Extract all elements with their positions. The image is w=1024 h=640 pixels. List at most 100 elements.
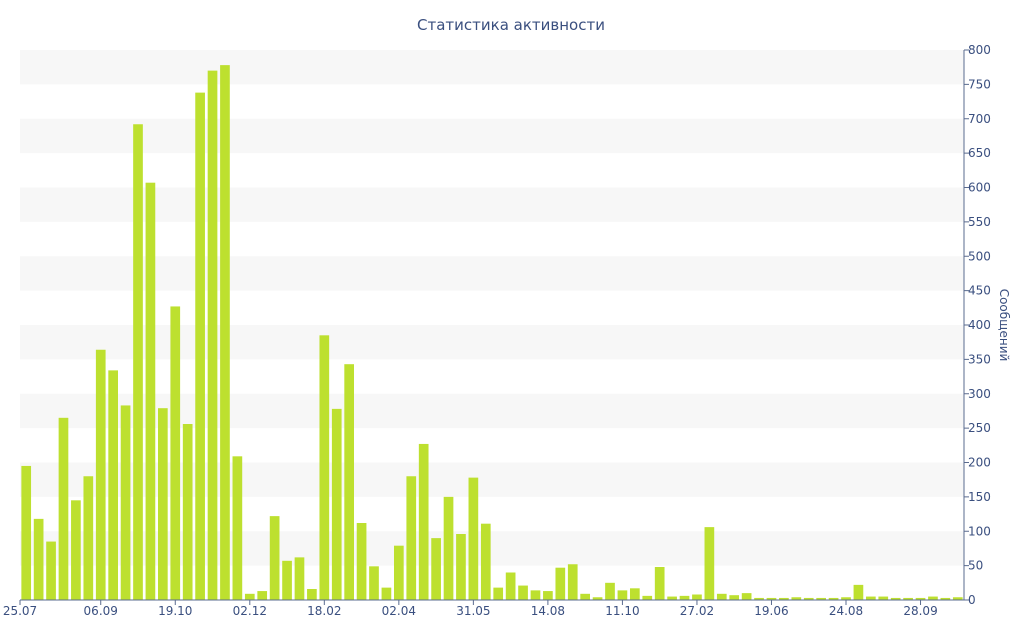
bar: [157, 408, 168, 600]
bar: [890, 597, 901, 600]
bar: [692, 594, 702, 600]
bar: [294, 557, 305, 600]
bar: [505, 572, 516, 600]
grid-band: [20, 187, 964, 222]
bar: [95, 349, 106, 600]
bar: [257, 591, 268, 600]
bar: [940, 597, 951, 600]
y-tick-label: 800: [968, 43, 991, 57]
bar: [170, 306, 181, 600]
x-tick-label: 18.02: [307, 604, 341, 618]
bar: [220, 65, 230, 600]
bar: [605, 582, 615, 600]
x-tick-label: 02.04: [382, 604, 416, 618]
bar: [431, 538, 441, 600]
bar: [331, 408, 342, 600]
y-tick-label: 150: [968, 490, 991, 504]
bar: [120, 405, 131, 600]
bar: [667, 596, 677, 600]
y-tick-label: 500: [968, 249, 991, 263]
bar: [344, 364, 355, 600]
bar: [841, 597, 851, 600]
bar: [679, 595, 690, 600]
y-tick-label: 450: [968, 284, 991, 298]
bar: [269, 516, 280, 600]
bar: [928, 596, 938, 600]
bar: [493, 587, 504, 600]
y-tick-label: 300: [968, 387, 991, 401]
bar: [381, 587, 392, 600]
y-tick-label: 50: [968, 559, 983, 573]
bar: [915, 597, 926, 600]
bar: [244, 593, 255, 600]
bar: [741, 593, 752, 600]
bar: [182, 424, 193, 600]
bar: [555, 567, 566, 600]
y-tick-label: 100: [968, 524, 991, 538]
grid-band: [20, 50, 964, 85]
y-tick-label: 750: [968, 77, 991, 91]
bar: [21, 465, 32, 600]
bar: [903, 597, 913, 600]
y-tick-label: 200: [968, 456, 991, 470]
x-tick-label: 27.02: [680, 604, 714, 618]
bar: [617, 590, 628, 600]
bar: [195, 92, 205, 600]
bar: [406, 476, 417, 600]
bar: [828, 597, 839, 600]
x-tick-label: 25.07: [3, 604, 37, 618]
bar: [878, 596, 889, 600]
bar: [207, 70, 218, 600]
y-tick-label: 600: [968, 181, 991, 195]
bar: [456, 534, 466, 600]
bar: [369, 566, 379, 600]
bar: [642, 595, 653, 600]
bar: [480, 523, 491, 600]
x-tick-label: 06.09: [84, 604, 118, 618]
bar: [518, 585, 528, 600]
x-tick-label: 31.05: [456, 604, 490, 618]
bar: [766, 597, 777, 600]
grid-band: [20, 118, 964, 154]
y-axis-label: Сообщений: [997, 289, 1011, 362]
bar: [393, 545, 404, 600]
bar: [468, 477, 479, 600]
y-tick-label: 0: [968, 593, 976, 607]
x-tick-label: 19.10: [158, 604, 192, 618]
bar: [145, 182, 156, 600]
grid-band: [20, 325, 964, 360]
x-tick-label: 19.06: [754, 604, 788, 618]
bar: [853, 584, 864, 600]
bar: [629, 588, 640, 600]
bar: [729, 595, 740, 600]
bar: [791, 597, 802, 600]
y-tick-label: 550: [968, 215, 991, 229]
bar: [592, 597, 603, 600]
bar: [803, 597, 814, 600]
bar: [543, 591, 553, 600]
bar: [716, 593, 727, 600]
bar: [754, 597, 764, 600]
x-tick-label: 02.12: [233, 604, 267, 618]
grid-band: [20, 256, 964, 291]
bar: [71, 500, 81, 600]
bar: [530, 590, 541, 600]
x-tick-label: 14.08: [531, 604, 565, 618]
bar: [816, 597, 827, 600]
y-tick-label: 400: [968, 318, 991, 332]
bar: [83, 476, 94, 600]
bar: [779, 597, 789, 600]
bar: [232, 456, 243, 600]
bar: [282, 560, 292, 600]
bar: [307, 589, 317, 600]
x-tick-label: 28.09: [903, 604, 937, 618]
bar: [33, 518, 44, 600]
grid-bands: [20, 50, 964, 566]
bar: [46, 541, 56, 600]
bar: [567, 564, 578, 600]
x-tick-label: 24.08: [829, 604, 863, 618]
y-tick-label: 250: [968, 421, 991, 435]
bar: [58, 417, 69, 600]
bar: [952, 597, 963, 600]
bar: [654, 567, 665, 600]
